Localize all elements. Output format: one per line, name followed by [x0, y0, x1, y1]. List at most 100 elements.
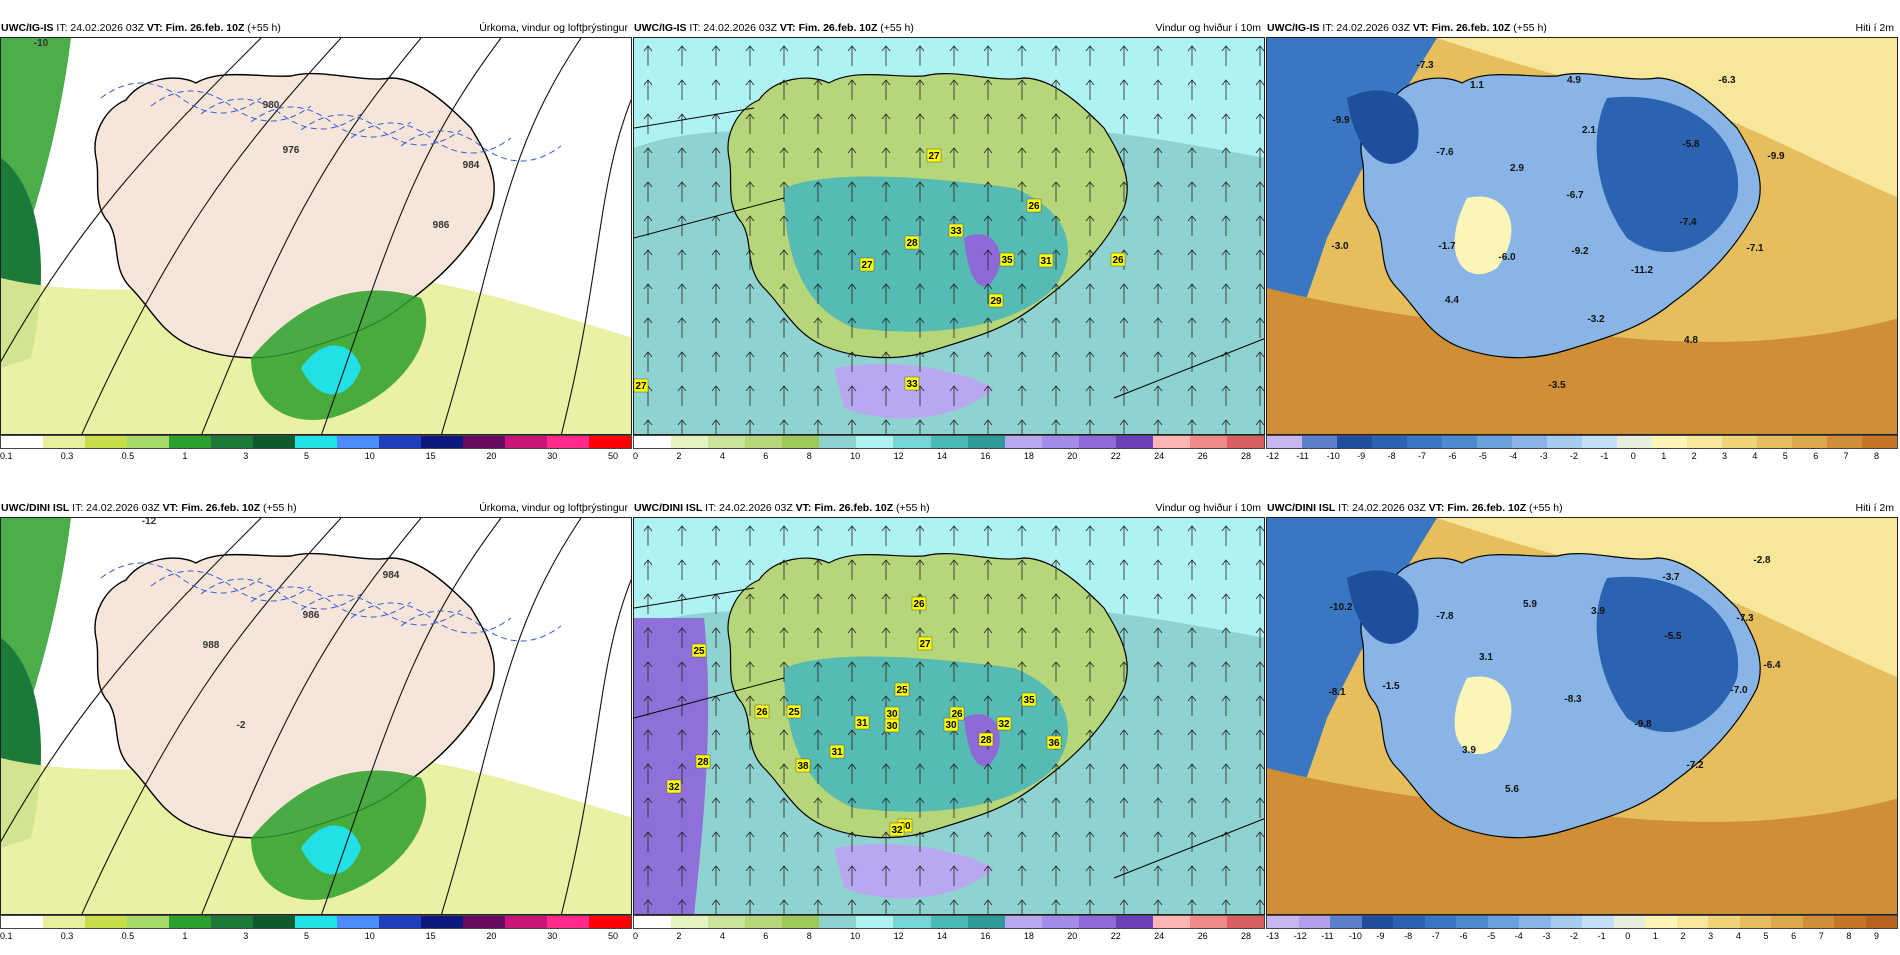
temp-field: [1347, 570, 1419, 644]
forecast-map[interactable]: 27 26 28 33 27 35 31 26 29 33 27: [633, 37, 1265, 435]
temperature-value: 2.1: [1582, 125, 1596, 136]
model-name: UWC/DINI ISL: [1, 502, 70, 514]
legend-tick-label: 20: [1067, 931, 1078, 941]
contour-label: -2: [237, 720, 246, 731]
wind-arrow: [745, 283, 755, 304]
wind-arrow: [881, 661, 891, 682]
wind-arrow: [881, 627, 891, 648]
gust-badge: [884, 718, 900, 733]
temperature-value: -8.1: [1328, 687, 1346, 698]
land-area: [94, 72, 495, 359]
legend-swatch: [295, 916, 337, 928]
wind-arrow: [1119, 899, 1129, 914]
model-name: UWC/IG-IS: [634, 22, 687, 34]
wind-arrow: [881, 559, 891, 580]
wind-arrow: [1221, 181, 1231, 202]
wind-arrow: [1221, 283, 1231, 304]
wind-arrow: [949, 113, 959, 134]
wind-arrow: [949, 317, 959, 338]
temperature-value: -3.7: [1662, 572, 1680, 583]
legend-swatch: [893, 916, 931, 928]
wind-arrow: [1153, 45, 1163, 66]
value-label: 3.9: [1591, 606, 1605, 617]
wind-arrow: [813, 283, 823, 304]
temp-field: [1267, 768, 1897, 914]
legend-swatch: [1487, 916, 1519, 928]
value-label: -7.8: [1436, 611, 1454, 622]
wind-arrow: [745, 419, 755, 434]
wind-arrow: [1017, 831, 1027, 852]
forecast-map[interactable]: 26 27 25 26 25 25 30 30 26 35 32 31 30 28 36 28 38 31 30 32…: [633, 517, 1265, 915]
legend-tick-label: 2: [1680, 931, 1686, 941]
temperature-value: -6.4: [1763, 660, 1781, 671]
temperature-value: -7.2: [1686, 760, 1704, 771]
model-name: UWC/IG-IS: [1, 22, 54, 34]
legend-tick-label: 24: [1154, 451, 1165, 461]
legend-swatch: [708, 916, 746, 928]
wind-arrow: [1255, 181, 1264, 202]
wind-arrow: [1153, 559, 1163, 580]
wind-arrow: [1085, 147, 1095, 168]
wind-arrow: [1221, 729, 1231, 750]
value-label: -7.6: [1436, 147, 1454, 158]
wind-arrow: [847, 559, 857, 580]
wind-arrow: [813, 317, 823, 338]
legend-swatch: [1827, 436, 1862, 448]
wind-arrow: [711, 317, 721, 338]
wind-arrow: [1017, 147, 1027, 168]
legend-tick-label: -1: [1597, 931, 1606, 941]
forecast-map[interactable]: -2.8 -10.2 -7.8 5.9 3.9 -3.7 -7.3 -5.5 3.1 -6.4 -1…: [1266, 517, 1898, 915]
wind-arrow: [813, 249, 823, 270]
panel-header: UWC/IG-IS IT: 24.02.2026 03Z VT: Fim. 26…: [1266, 19, 1898, 37]
wind-arrow: [1221, 79, 1231, 100]
gust-badge: [917, 636, 933, 651]
legend-tick-label: 26: [1197, 931, 1208, 941]
legend-tick-label: 16: [980, 931, 991, 941]
value-label: 31: [854, 715, 870, 730]
temperature-value: 4.4: [1445, 295, 1459, 306]
legend-swatch: [379, 436, 421, 448]
wind-arrow: [1221, 215, 1231, 236]
forecast-map[interactable]: -10 980 976 984 986: [0, 37, 632, 435]
legend-swatch: [1267, 436, 1302, 448]
wind-arrow: [949, 831, 959, 852]
value-label: 26: [911, 596, 927, 611]
value-label: -5.5: [1664, 631, 1682, 642]
value-label: -6.7: [1566, 190, 1584, 201]
wind-arrow: [915, 525, 925, 546]
temperature-value: 2.9: [1510, 163, 1524, 174]
legend-tick-label: 18: [1023, 451, 1034, 461]
legend-tick-label: 1: [182, 931, 188, 941]
value-label: 986: [303, 610, 320, 621]
wind-arrow: [983, 385, 993, 406]
legend-tick-label: 20: [1067, 451, 1078, 461]
wind-arrow: [813, 729, 823, 750]
wind-arrow: [1085, 317, 1095, 338]
temperature-value: -7.1: [1746, 243, 1764, 254]
legend-swatch: [1078, 436, 1116, 448]
forecast-map[interactable]: -12 984 986 988 -2: [0, 517, 632, 915]
valid-time-label: VT:: [1412, 22, 1429, 34]
wind-arrow: [983, 865, 993, 886]
legend-tick-label: -9: [1376, 931, 1385, 941]
forecast-map[interactable]: -7.3 1.1 4.9 -6.3 -9.9 -7.6 2.1 -5.8 -9.9 2.9 -6.7…: [1266, 37, 1898, 435]
wind-arrow: [983, 317, 993, 338]
legend-swatch: [1, 436, 43, 448]
legend-swatch: [1582, 436, 1617, 448]
legend-swatch: [1442, 436, 1477, 448]
contour-label: 984: [383, 570, 400, 581]
wind-arrow: [1119, 351, 1129, 372]
wind-arrow: [949, 593, 959, 614]
wind-arrow: [779, 79, 789, 100]
wind-arrow: [1051, 215, 1061, 236]
wind-arrow: [711, 45, 721, 66]
init-time: IT: 24.02.2026 03Z: [1322, 22, 1410, 34]
wind-arrow: [1187, 627, 1197, 648]
wind-arrow: [983, 45, 993, 66]
legend-swatch: [547, 436, 589, 448]
wind-arrow: [1255, 763, 1264, 784]
legend-swatch: [1652, 436, 1687, 448]
valid-time: Fim. 26.feb. 10Z: [798, 22, 878, 34]
wind-arrow: [847, 45, 857, 66]
value-label: 26: [1026, 198, 1042, 213]
